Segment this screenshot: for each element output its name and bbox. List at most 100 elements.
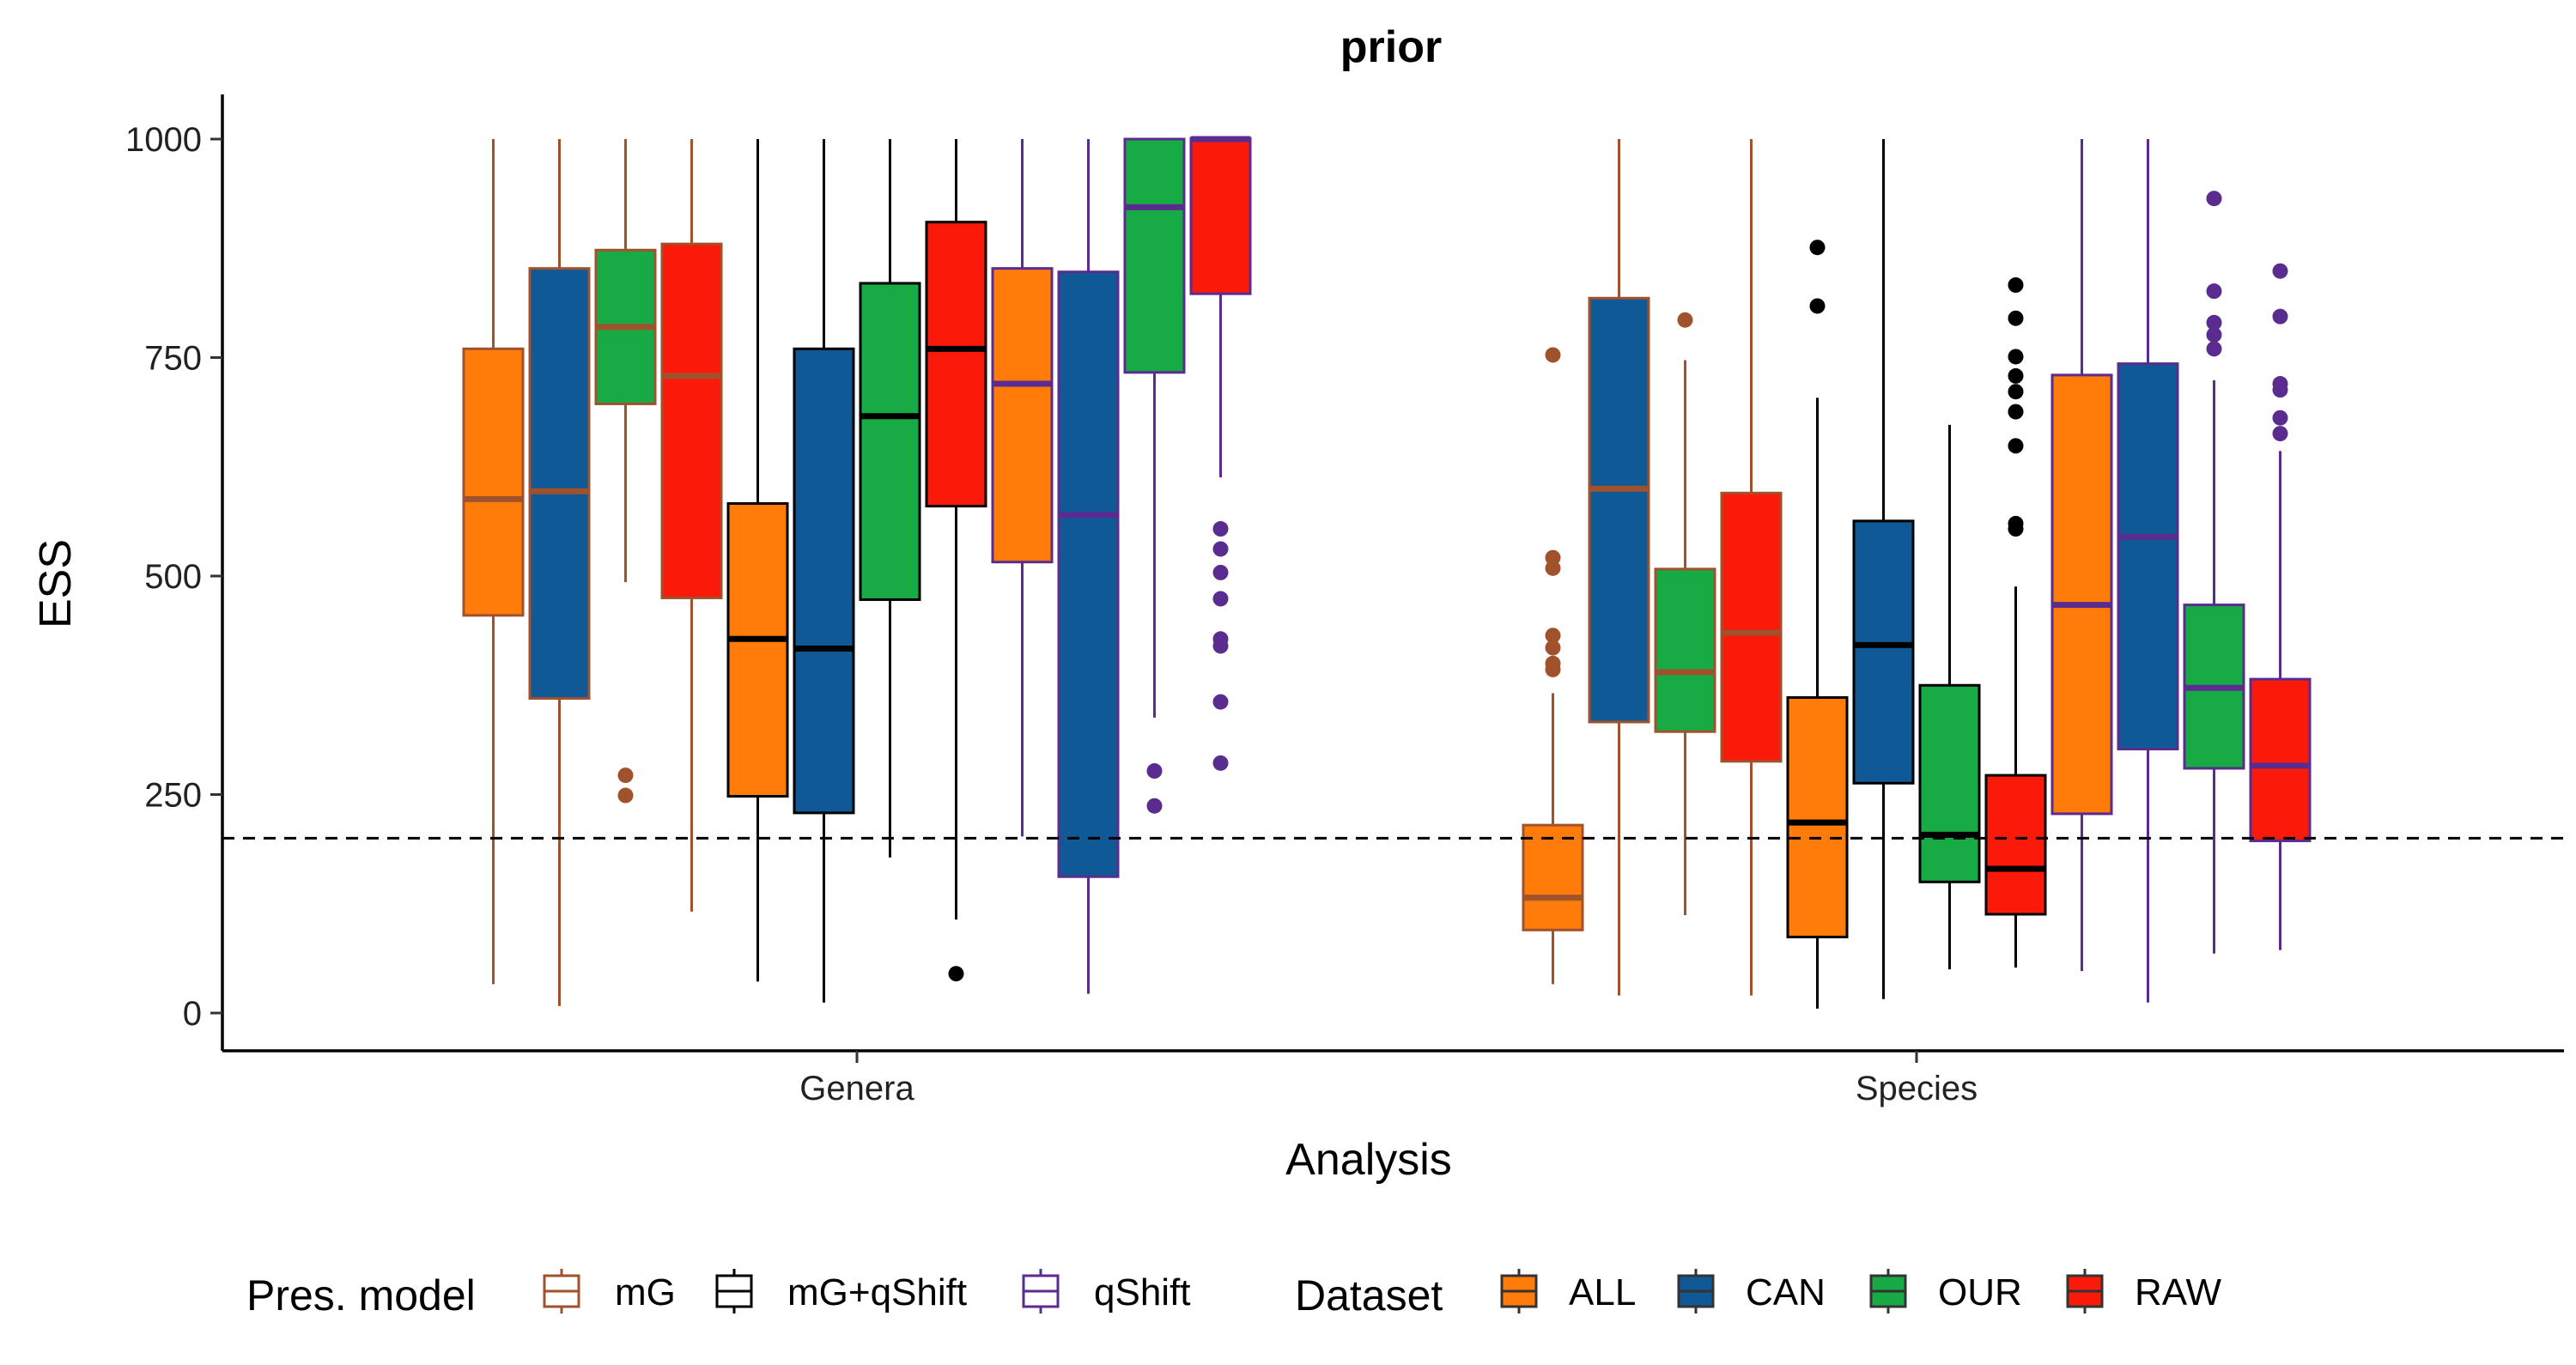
box-species-mg-our	[1654, 312, 1716, 915]
box-iqr	[793, 347, 855, 815]
legend-item-dataset: OUR	[1869, 1269, 2022, 1313]
outlier-point	[2008, 349, 2024, 365]
box-iqr	[1918, 683, 1981, 883]
outlier-point	[2008, 310, 2024, 326]
legend: Pres. model mG mG+qShift qShift Dataset AL…	[246, 1269, 2221, 1320]
box-species-mg-qshift-our	[1918, 424, 1981, 970]
outlier-point	[2206, 283, 2222, 300]
y-tick-label: 1000	[125, 121, 202, 159]
box-iqr	[1189, 136, 1252, 295]
y-tick-label: 500	[144, 558, 202, 596]
box-species-mg-can	[1588, 139, 1650, 996]
outlier-point	[2272, 263, 2288, 279]
box-iqr	[2249, 677, 2312, 842]
box-genera-mg-raw	[660, 139, 723, 912]
box-genera-mg-qshift-can	[793, 139, 855, 1003]
outlier-point	[1212, 564, 1229, 580]
box-iqr	[925, 221, 987, 508]
y-tick-label: 750	[144, 340, 202, 378]
box-genera-qshift-raw	[1189, 136, 1252, 771]
outlier-point	[2272, 308, 2288, 325]
box-genera-qshift-can	[1057, 139, 1120, 994]
x-tick-label: Species	[1856, 1070, 1978, 1107]
boxes-layer	[462, 136, 2312, 1009]
outlier-point	[2008, 521, 2024, 537]
box-iqr	[528, 267, 591, 701]
legend-item-dataset: CAN	[1677, 1269, 1826, 1313]
outlier-point	[1212, 521, 1229, 537]
outlier-point	[1146, 763, 1163, 780]
box-species-qshift-all	[2050, 139, 2113, 972]
box-genera-mg-our	[594, 139, 657, 804]
box-iqr	[1654, 567, 1716, 733]
outlier-point	[2272, 410, 2288, 426]
outlier-point	[2206, 327, 2222, 343]
legend-label: RAW	[2135, 1271, 2221, 1313]
box-iqr	[859, 282, 921, 601]
legend-item-pres-model: mG	[543, 1269, 676, 1313]
legend-dataset: Dataset ALL CAN OUR RAW	[1295, 1269, 2221, 1320]
outlier-point	[2206, 191, 2222, 207]
box-iqr	[660, 242, 723, 599]
legend-pres-model-title: Pres. model	[246, 1271, 476, 1320]
outlier-point	[1212, 755, 1229, 771]
box-iqr	[1588, 296, 1650, 724]
outlier-point	[1545, 661, 1561, 677]
box-iqr	[726, 502, 789, 798]
legend-item-pres-model: mG+qShift	[715, 1269, 967, 1313]
box-species-mg-qshift-all	[1786, 240, 1849, 1009]
outlier-point	[1677, 312, 1693, 328]
box-iqr	[1852, 519, 1915, 785]
outlier-point	[2272, 426, 2288, 442]
outlier-point	[1146, 798, 1163, 814]
box-genera-mg-can	[528, 139, 591, 1006]
legend-item-dataset: ALL	[1500, 1269, 1636, 1313]
box-genera-qshift-our	[1123, 137, 1186, 814]
box-iqr	[462, 347, 525, 617]
outlier-point	[2008, 438, 2024, 454]
x-axis-title: Analysis	[1285, 1135, 1452, 1185]
outlier-point	[2008, 384, 2024, 400]
legend-label: qShift	[1094, 1271, 1191, 1313]
axes-layer: 0 250 500 750 1000 Genera Species	[125, 94, 2564, 1107]
outlier-point	[1212, 638, 1229, 654]
x-tick-label: Genera	[799, 1070, 914, 1107]
outlier-point	[1809, 298, 1826, 314]
box-genera-qshift-all	[991, 139, 1054, 837]
box-genera-mg-qshift-our	[859, 139, 921, 858]
legend-label: mG	[615, 1271, 676, 1313]
plot-title: prior	[1340, 22, 1442, 72]
box-species-qshift-our	[2183, 191, 2245, 954]
outlier-point	[2008, 367, 2024, 384]
y-axis-title: ESS	[31, 539, 81, 628]
box-iqr	[2050, 373, 2113, 816]
outlier-point	[617, 767, 634, 784]
outlier-point	[1545, 640, 1561, 656]
box-species-mg-qshift-can	[1852, 139, 1915, 999]
outlier-point	[1545, 560, 1561, 576]
legend-item-pres-model: qShift	[1022, 1269, 1191, 1313]
outlier-point	[1809, 240, 1826, 256]
outlier-point	[1212, 591, 1229, 607]
box-species-mg-raw	[1720, 139, 1783, 996]
y-tick-label: 0	[183, 995, 202, 1033]
box-iqr	[2117, 362, 2179, 751]
legend-dataset-title: Dataset	[1295, 1271, 1443, 1320]
box-iqr	[1057, 270, 1120, 878]
outlier-point	[2008, 403, 2024, 420]
outlier-point	[1545, 347, 1561, 363]
outlier-point	[617, 787, 634, 804]
box-genera-mg-all	[462, 139, 525, 985]
outlier-point	[1212, 541, 1229, 557]
box-iqr	[1984, 774, 2047, 916]
outlier-point	[2206, 314, 2222, 331]
outlier-point	[2206, 341, 2222, 357]
legend-label: mG+qShift	[787, 1271, 967, 1313]
box-iqr	[1522, 823, 1584, 931]
outlier-point	[1212, 694, 1229, 710]
legend-pres-model: Pres. model mG mG+qShift qShift	[246, 1269, 1191, 1320]
outlier-point	[2272, 382, 2288, 398]
y-tick-label: 250	[144, 777, 202, 815]
legend-label: OUR	[1938, 1271, 2022, 1313]
